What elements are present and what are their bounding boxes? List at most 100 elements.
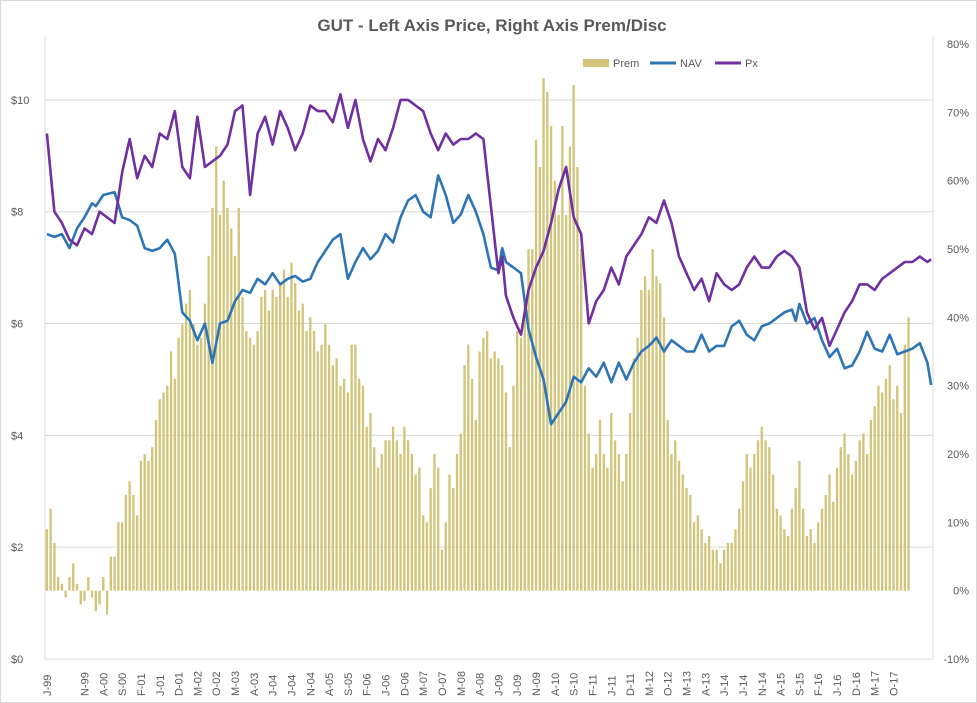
prem-bar xyxy=(553,180,557,591)
prem-bar xyxy=(549,126,553,591)
right-tick-label: 30% xyxy=(947,381,969,393)
prem-bar xyxy=(207,255,210,591)
prem-bar xyxy=(316,351,319,591)
prem-bar xyxy=(342,378,346,591)
prem-bar xyxy=(294,283,297,591)
prem-bar xyxy=(523,303,526,591)
prem-bar xyxy=(813,542,816,591)
prem-bar xyxy=(410,454,414,591)
x-tick-label: D-01 xyxy=(174,672,186,696)
x-tick-label: N-14 xyxy=(757,672,769,696)
prem-bar xyxy=(433,454,436,591)
x-tick-label: J-99 xyxy=(42,675,54,696)
legend: Prem NAV Px xyxy=(583,58,758,70)
x-tick-label: J-09 xyxy=(493,675,505,696)
prem-bar xyxy=(60,583,64,591)
x-tick-label: N-04 xyxy=(305,672,317,696)
prem-bar xyxy=(177,337,180,591)
prem-bar xyxy=(640,290,643,591)
prem-bar xyxy=(881,392,884,591)
x-tick-label: J-14 xyxy=(738,675,750,696)
prem-bar xyxy=(516,331,519,591)
prem-bar xyxy=(184,303,188,591)
prem-bar xyxy=(546,91,549,591)
prem-bar xyxy=(395,440,398,591)
x-tick-label: M-13 xyxy=(682,671,694,696)
legend-prem-label: Prem xyxy=(613,58,639,70)
nav-line xyxy=(46,174,933,426)
prem-bar xyxy=(237,208,240,591)
prem-bar xyxy=(192,324,195,591)
prem-bar xyxy=(771,474,775,591)
prem-bar xyxy=(858,440,861,591)
prem-bar xyxy=(512,385,515,591)
prem-bar xyxy=(685,488,688,591)
prem-bar xyxy=(350,344,353,591)
right-tick-label: 80% xyxy=(947,39,969,51)
prem-bar xyxy=(643,276,647,591)
prem-bar xyxy=(143,454,146,591)
prem-bar xyxy=(391,426,395,591)
x-tick-label: N-99 xyxy=(80,672,92,696)
prem-bar xyxy=(485,331,489,591)
prem-bar xyxy=(286,296,289,591)
prem-bar xyxy=(53,542,56,591)
prem-bar xyxy=(373,447,376,591)
x-tick-label: M-03 xyxy=(230,671,242,696)
prem-bar xyxy=(662,317,666,591)
right-tick-label: 70% xyxy=(947,107,969,119)
prem-bar xyxy=(226,208,229,591)
prem-bar xyxy=(659,283,662,591)
x-tick-label: D-16 xyxy=(851,672,863,696)
prem-bar xyxy=(854,460,858,591)
prem-bar xyxy=(452,488,455,591)
prem-bar xyxy=(568,146,572,591)
prem-bar xyxy=(734,529,737,591)
prem-bar xyxy=(899,413,903,591)
right-tick-label: 60% xyxy=(947,176,969,188)
prem-bar xyxy=(267,310,271,591)
prem-bar xyxy=(715,549,718,591)
x-tick-label: M-17 xyxy=(870,671,882,696)
prem-bar xyxy=(45,529,49,591)
prem-bar xyxy=(271,290,274,591)
prem-bar xyxy=(354,344,357,591)
prem-bar xyxy=(297,310,301,591)
prem-bar xyxy=(527,249,530,591)
prem-bar xyxy=(64,590,67,598)
prem-bar xyxy=(437,467,440,591)
x-tick-label: D-06 xyxy=(399,672,411,696)
prem-bar xyxy=(832,501,835,591)
prem-bar xyxy=(749,467,752,591)
prem-bar xyxy=(790,508,794,591)
right-tick-label: 10% xyxy=(947,517,969,529)
prem-bar xyxy=(199,337,203,591)
prem-bar xyxy=(666,419,669,591)
prem-bar xyxy=(786,536,790,591)
prem-bar xyxy=(726,542,730,591)
prem-bar xyxy=(907,317,910,591)
prem-bar xyxy=(869,419,873,591)
prem-bar xyxy=(162,392,165,591)
prem-bar xyxy=(865,454,869,591)
x-tick-label: J-11 xyxy=(606,675,618,696)
x-tick-label: A-13 xyxy=(700,673,712,696)
prem-bar xyxy=(230,228,233,591)
prem-bar xyxy=(489,358,493,591)
prem-bar xyxy=(327,344,331,591)
prem-bar xyxy=(425,522,429,591)
prem-bar xyxy=(305,331,308,591)
prem-bar xyxy=(83,590,86,601)
prem-bar xyxy=(820,508,824,591)
prem-bar xyxy=(741,481,745,591)
prem-bar xyxy=(233,255,237,591)
prem-bar xyxy=(290,262,293,591)
x-tick-label: O-17 xyxy=(888,672,900,696)
prem-bar xyxy=(892,399,895,591)
prem-bar xyxy=(68,577,71,591)
x-tick-label: O-12 xyxy=(663,672,675,696)
prem-bar xyxy=(843,433,846,591)
prem-bar xyxy=(196,344,199,591)
prem-bar xyxy=(260,296,263,591)
